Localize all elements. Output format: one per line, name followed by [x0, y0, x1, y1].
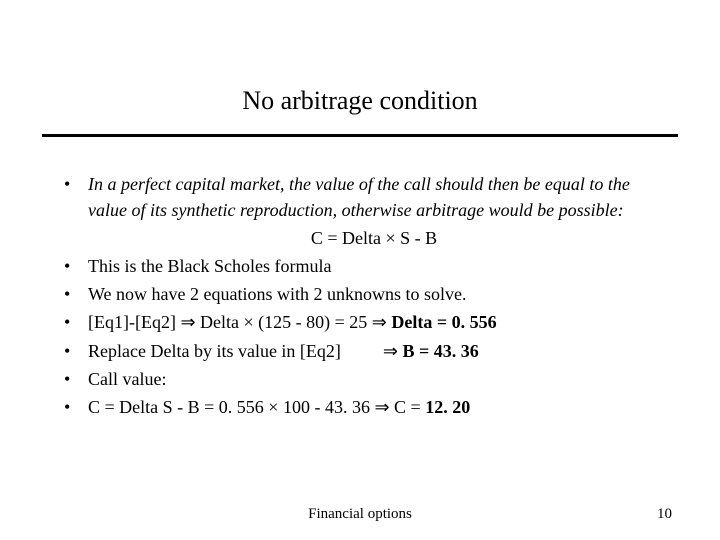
bullet-5-pre: Replace Delta by its value in [Eq2]	[88, 341, 341, 361]
bullet-1-formula: C = Delta × S - B	[88, 225, 660, 251]
bullet-7: C = Delta S - B = 0. 556 × 100 - 43. 36 …	[60, 394, 660, 420]
bullet-1-text: In a perfect capital market, the value o…	[88, 174, 630, 220]
bullet-7-bold: 12. 20	[425, 397, 470, 417]
slide-title: No arbitrage condition	[0, 86, 720, 116]
bullet-5: Replace Delta by its value in [Eq2] ⇒ B =…	[60, 338, 660, 364]
slide: No arbitrage condition In a perfect capi…	[0, 0, 720, 540]
bullet-4: [Eq1]-[Eq2] ⇒ Delta × (125 - 80) = 25 ⇒ …	[60, 309, 660, 335]
bullet-6: Call value:	[60, 366, 660, 392]
bullet-7-pre: C = Delta S - B = 0. 556 × 100 - 43. 36 …	[88, 397, 425, 417]
bullet-2: This is the Black Scholes formula	[60, 253, 660, 279]
bullet-5-arrow: ⇒	[383, 341, 403, 361]
bullet-1: In a perfect capital market, the value o…	[60, 171, 660, 251]
bullet-3: We now have 2 equations with 2 unknowns …	[60, 281, 660, 307]
bullet-5-bold: B = 43. 36	[403, 341, 479, 361]
content-area: In a perfect capital market, the value o…	[0, 137, 720, 420]
bullet-4-pre: [Eq1]-[Eq2] ⇒ Delta × (125 - 80) = 25 ⇒	[88, 312, 391, 332]
title-wrap: No arbitrage condition	[0, 0, 720, 116]
bullet-list: In a perfect capital market, the value o…	[60, 171, 660, 420]
footer-title: Financial options	[0, 506, 720, 523]
bullet-4-bold: Delta = 0. 556	[391, 312, 496, 332]
page-number: 10	[657, 506, 672, 523]
